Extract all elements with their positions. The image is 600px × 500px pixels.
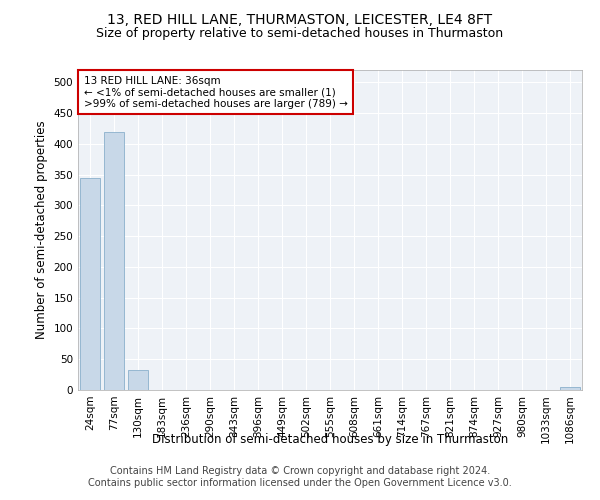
Text: Contains HM Land Registry data © Crown copyright and database right 2024.
Contai: Contains HM Land Registry data © Crown c… [88, 466, 512, 487]
Y-axis label: Number of semi-detached properties: Number of semi-detached properties [35, 120, 48, 340]
Bar [128, 370, 148, 390]
Text: 13 RED HILL LANE: 36sqm
← <1% of semi-detached houses are smaller (1)
>99% of se: 13 RED HILL LANE: 36sqm ← <1% of semi-de… [83, 76, 347, 109]
Text: Distribution of semi-detached houses by size in Thurmaston: Distribution of semi-detached houses by … [152, 432, 508, 446]
Text: 13, RED HILL LANE, THURMASTON, LEICESTER, LE4 8FT: 13, RED HILL LANE, THURMASTON, LEICESTER… [107, 12, 493, 26]
Bar [560, 387, 580, 390]
Bar [80, 178, 100, 390]
Bar [104, 132, 124, 390]
Text: Size of property relative to semi-detached houses in Thurmaston: Size of property relative to semi-detach… [97, 28, 503, 40]
